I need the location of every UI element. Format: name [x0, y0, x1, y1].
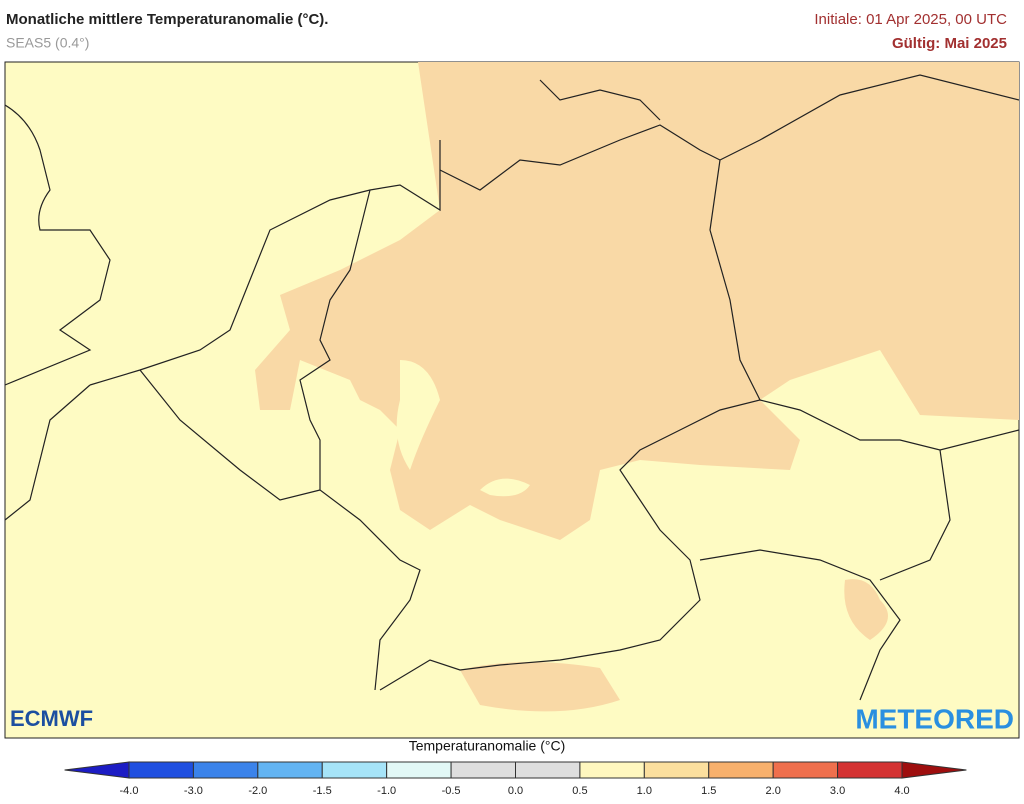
- colorbar-segment: [386, 761, 452, 779]
- meteored-logo: METEORED: [855, 703, 1014, 734]
- colorbar-segment: [837, 761, 903, 779]
- colorbar-tick-label: 1.0: [637, 785, 652, 797]
- colorbar-segment: [257, 761, 323, 779]
- ecmwf-logo: ECMWF: [10, 706, 93, 731]
- colorbar-end: [64, 761, 130, 779]
- colorbar-tick-label: 1.5: [701, 785, 716, 797]
- colorbar-tick-label: -0.5: [442, 785, 461, 797]
- title: Monatliche mittlere Temperaturanomalie (…: [6, 11, 328, 28]
- colorbar-tick-label: -1.0: [377, 785, 396, 797]
- legend-title: Temperaturanomalie (°C): [409, 738, 566, 754]
- colorbar-segment: [579, 761, 645, 779]
- colorbar-segment: [772, 761, 839, 779]
- init-time: Initiale: 01 Apr 2025, 00 UTC: [814, 11, 1007, 28]
- colorbar-segment: [450, 761, 517, 779]
- subtitle: SEAS5 (0.4°): [6, 35, 89, 51]
- colorbar-segment: [643, 761, 710, 779]
- colorbar-segment: [321, 761, 388, 779]
- colorbar-tick-label: 3.0: [830, 785, 845, 797]
- colorbar-tick-label: 4.0: [894, 785, 909, 797]
- map: ECMWF METEORED: [4, 61, 1020, 739]
- colorbar-segment: [128, 761, 194, 779]
- colorbar-tick-label: -1.5: [313, 785, 332, 797]
- colorbar-tick-label: 0.0: [508, 785, 523, 797]
- colorbar-end: [901, 761, 967, 779]
- colorbar-tick-label: 2.0: [766, 785, 781, 797]
- colorbar-tick-label: 0.5: [572, 785, 587, 797]
- colorbar-segment: [515, 761, 581, 779]
- colorbar-segment: [192, 761, 259, 779]
- colorbar-segment: [708, 761, 774, 779]
- colorbar: -4.0 -3.0 -2.0 -1.5 -1.0 -0.5 0.0 0.5 1.0 1.5 2.0 3…: [64, 761, 967, 797]
- colorbar-tick-label: -2.0: [248, 785, 267, 797]
- colorbar-tick-label: -3.0: [184, 785, 203, 797]
- valid-time: Gültig: Mai 2025: [892, 35, 1007, 52]
- colorbar-tick-label: -4.0: [120, 785, 139, 797]
